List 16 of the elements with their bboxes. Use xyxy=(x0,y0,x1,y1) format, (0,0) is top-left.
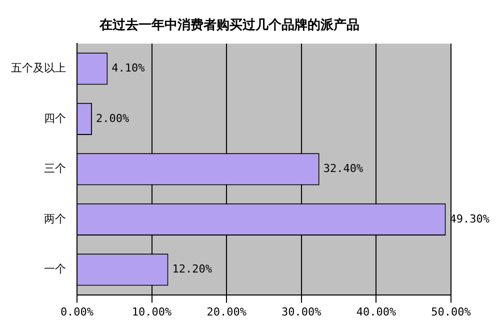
x-tick-label: 10.00% xyxy=(132,305,172,318)
data-label: 32.40% xyxy=(323,162,364,176)
x-tick-label: 0.00% xyxy=(60,305,94,318)
x-tick-label: 20.00% xyxy=(206,305,247,318)
y-tick-label: 三个 xyxy=(44,162,66,176)
data-label: 12.20% xyxy=(172,262,212,276)
y-tick-label: 两个 xyxy=(44,212,66,226)
data-label: 4.10% xyxy=(112,62,146,75)
y-tick-label: 一个 xyxy=(44,262,66,276)
x-tick-label: 40.00% xyxy=(356,305,396,318)
x-tick-label: 30.00% xyxy=(282,305,322,318)
y-tick-label: 四个 xyxy=(44,112,66,125)
x-tick-label: 50.00% xyxy=(431,305,472,318)
chart-title: 在过去一年中消费者购买过几个品牌的派产品 xyxy=(98,17,360,34)
y-tick-label: 五个及以上 xyxy=(11,62,66,75)
data-label: 2.00% xyxy=(96,112,130,125)
